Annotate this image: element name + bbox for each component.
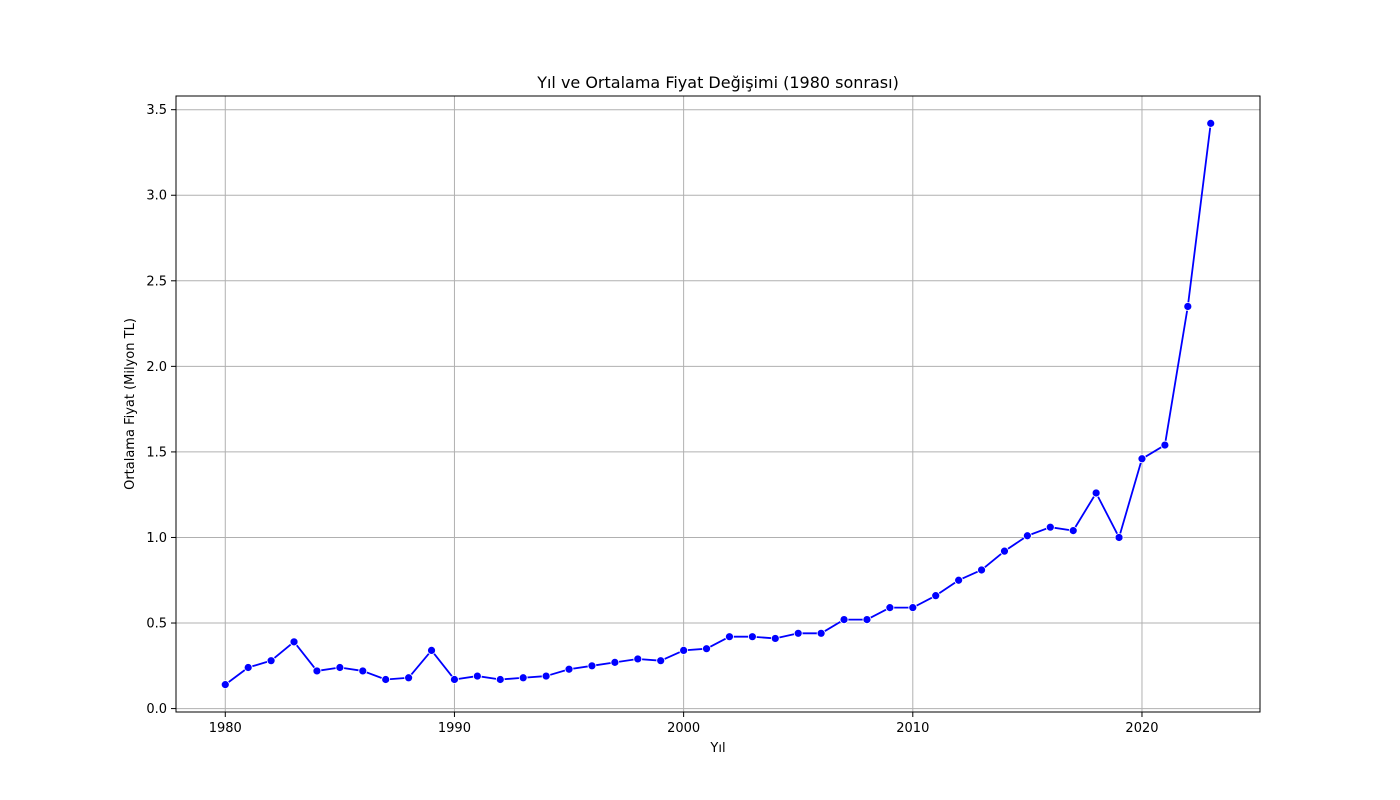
- data-point: [289, 637, 299, 647]
- data-point: [404, 673, 414, 683]
- y-tick-label: 3.5: [146, 103, 167, 118]
- data-point: [931, 591, 941, 601]
- data-point: [816, 628, 826, 638]
- data-point: [518, 673, 528, 683]
- x-tick-label: 2000: [667, 721, 700, 736]
- data-point: [656, 656, 666, 666]
- data-point: [862, 615, 872, 624]
- data-point: [839, 615, 849, 624]
- data-point: [587, 661, 597, 671]
- y-tick-label: 0.0: [146, 702, 167, 717]
- data-point: [1068, 526, 1078, 536]
- y-axis-label: Ortalama Fiyat (Milyon TL): [123, 318, 138, 490]
- data-point: [1183, 302, 1193, 311]
- data-point: [977, 565, 986, 575]
- y-tick-label: 1.5: [146, 445, 167, 460]
- data-point: [885, 603, 895, 613]
- data-point: [1114, 533, 1124, 542]
- data-point: [335, 663, 345, 672]
- y-tick-label: 2.5: [146, 274, 167, 289]
- ticks: 1980 1990 2000 2010 2020 0.0 0.5 1.0 1.5 2.0 2.5 3.…: [146, 103, 1158, 736]
- data-point: [450, 675, 459, 684]
- data-point: [908, 603, 918, 613]
- data-point: [702, 644, 711, 654]
- data-point: [381, 675, 391, 684]
- data-point: [1137, 454, 1147, 464]
- series-layer: [220, 118, 1216, 690]
- data-point: [679, 646, 689, 655]
- data-point: [725, 632, 734, 642]
- data-point: [266, 656, 276, 666]
- data-point: [427, 646, 436, 655]
- x-tick-label: 1980: [209, 721, 242, 736]
- chart-title: Yıl ve Ortalama Fiyat Değişimi (1980 son…: [536, 73, 899, 92]
- data-point: [1045, 522, 1055, 532]
- data-point: [954, 575, 964, 585]
- y-tick-label: 3.0: [146, 189, 167, 204]
- data-point: [220, 680, 230, 690]
- data-point: [793, 628, 803, 638]
- data-point: [1091, 488, 1101, 498]
- series-line: [224, 123, 1212, 686]
- data-point: [243, 663, 253, 672]
- data-point: [1022, 531, 1032, 541]
- x-tick-label: 2010: [896, 721, 929, 736]
- data-point: [1206, 118, 1216, 128]
- data-point: [633, 654, 643, 664]
- data-point: [495, 675, 505, 684]
- data-point: [770, 634, 780, 643]
- data-point: [358, 666, 368, 676]
- x-tick-label: 2020: [1125, 721, 1158, 736]
- data-point: [747, 632, 757, 642]
- data-point: [312, 666, 322, 676]
- data-point: [1000, 546, 1009, 556]
- x-tick-label: 1990: [438, 721, 471, 736]
- data-point: [610, 657, 620, 667]
- x-axis-label: Yıl: [709, 741, 725, 756]
- axes-frame: [175, 95, 1261, 713]
- y-tick-label: 0.5: [146, 617, 167, 632]
- y-tick-label: 1.0: [146, 531, 167, 546]
- data-point: [541, 671, 551, 681]
- data-point: [472, 671, 482, 681]
- y-tick-label: 2.0: [146, 360, 167, 375]
- grid: [176, 96, 1260, 712]
- data-point: [564, 664, 574, 674]
- data-point: [1160, 440, 1170, 450]
